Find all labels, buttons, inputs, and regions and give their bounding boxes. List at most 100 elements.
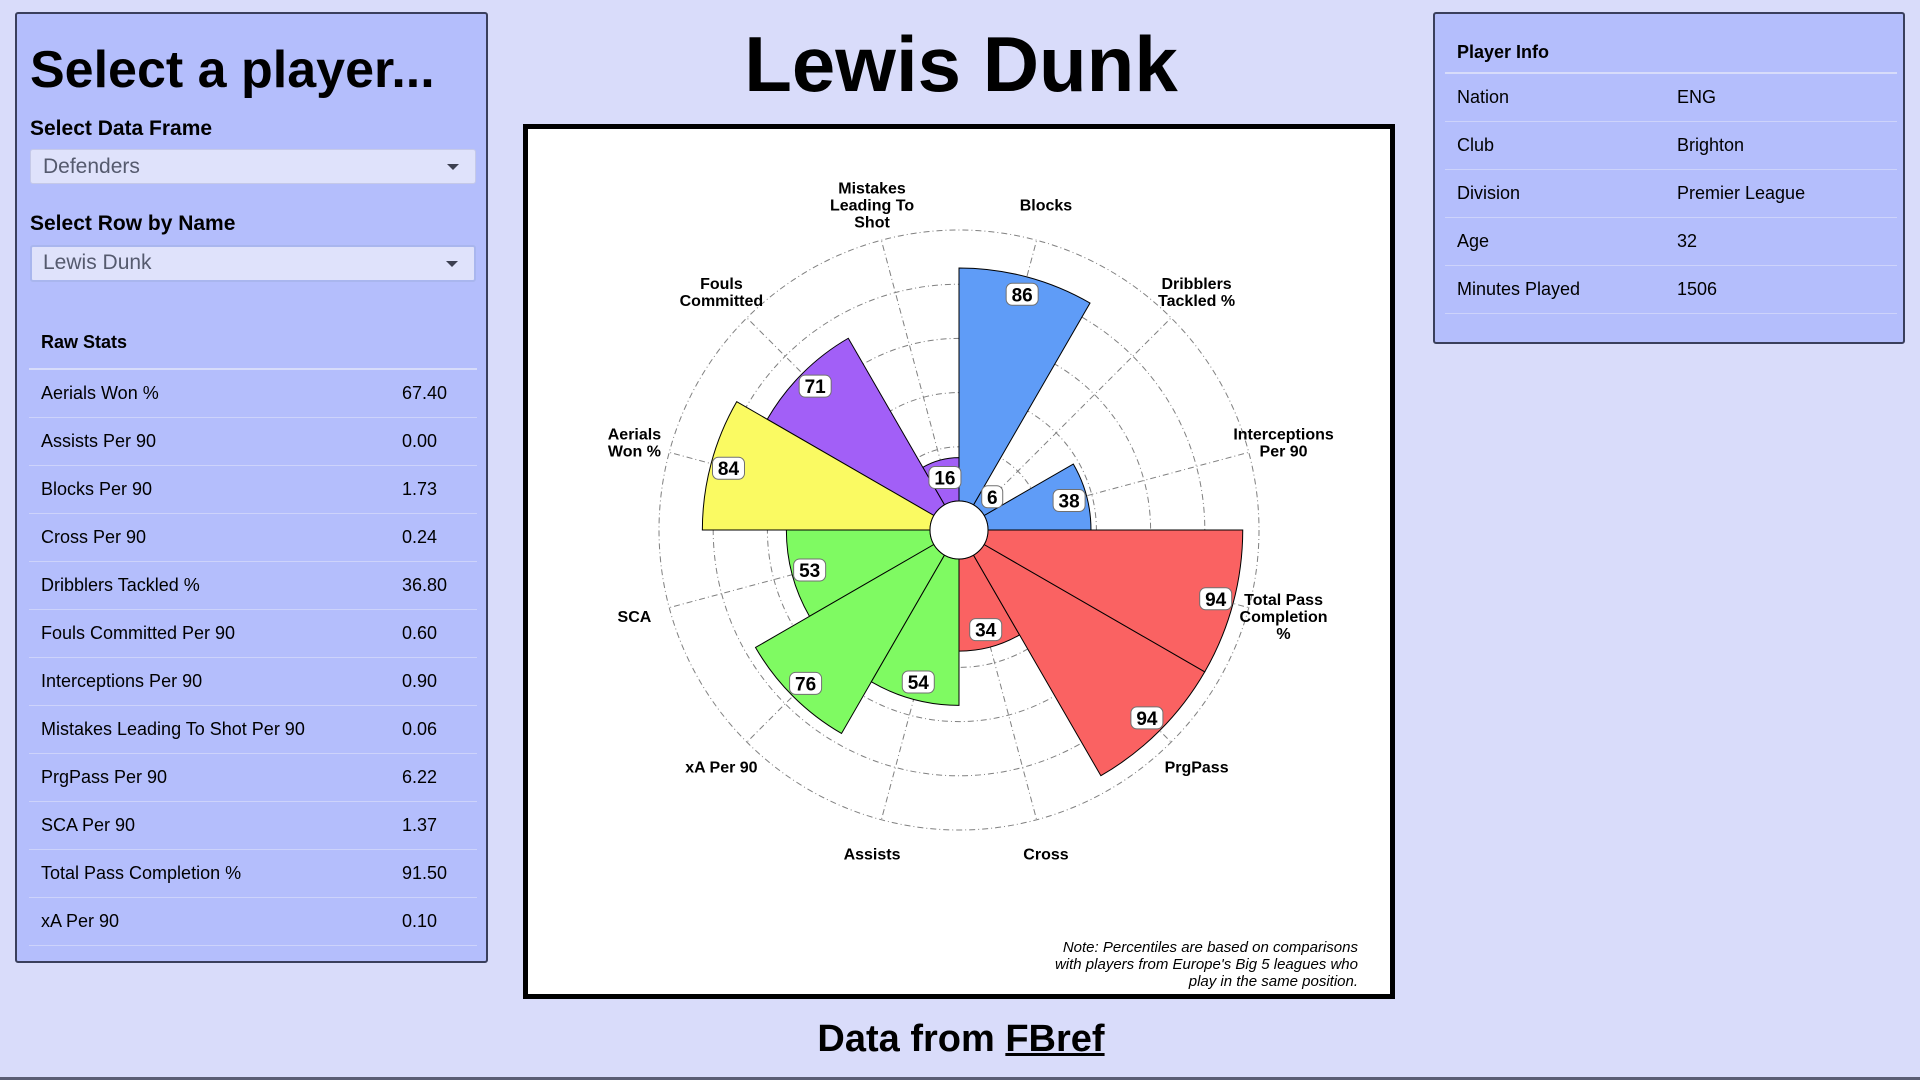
stat-value: 1.37 — [402, 815, 438, 835]
value-label: 86 — [1012, 285, 1033, 306]
category-label: xA Per 90 — [685, 760, 757, 777]
chevron-down-icon — [446, 261, 458, 267]
player-info-header: Player Info — [1445, 32, 1897, 74]
row-name-value: Lewis Dunk — [43, 251, 152, 274]
table-row: Age 32 — [1445, 218, 1897, 266]
category-label: Interceptions Per 90 — [1233, 427, 1334, 461]
chevron-down-icon — [447, 164, 459, 170]
stat-value: 1.73 — [402, 479, 438, 499]
table-row: Interceptions Per 90 0.90 — [29, 658, 477, 706]
pizza-chart: 38 6 86 16 71 84 53 76 54 34 94 94 Interceptions Per … — [523, 124, 1395, 999]
stat-value: 0.90 — [402, 671, 438, 691]
value-label-box — [969, 618, 1003, 642]
bottom-divider — [0, 1077, 1920, 1080]
category-label: Blocks — [1020, 197, 1073, 214]
info-value: 1506 — [1677, 279, 1718, 299]
info-key: Minutes Played — [1457, 279, 1581, 299]
info-value: 32 — [1677, 231, 1698, 251]
value-label-box — [711, 456, 745, 480]
value-label: 16 — [934, 468, 955, 489]
table-row: Aerials Won % 67.40 — [29, 370, 477, 418]
table-row: Fouls Committed Per 90 0.60 — [29, 610, 477, 658]
table-row: Blocks Per 90 1.73 — [29, 466, 477, 514]
info-key: Nation — [1457, 87, 1510, 107]
stat-name: Blocks Per 90 — [41, 479, 153, 499]
grid-spoke — [880, 240, 952, 503]
stat-value: 0.06 — [402, 719, 438, 739]
table-row: Total Pass Completion % 91.50 — [29, 850, 477, 898]
category-label: SCA — [618, 609, 652, 626]
table-row: Dribblers Tackled % 36.80 — [29, 562, 477, 610]
stat-value: 67.40 — [402, 383, 448, 403]
value-label-box — [789, 671, 823, 695]
table-row: SCA Per 90 1.37 — [29, 802, 477, 850]
category-label: Fouls Committed — [680, 276, 764, 310]
value-label-box — [793, 558, 827, 582]
grid-spoke — [979, 317, 1172, 510]
stat-name: SCA Per 90 — [41, 815, 136, 835]
value-label: 6 — [987, 488, 998, 509]
table-row: Mistakes Leading To Shot Per 90 0.06 — [29, 706, 477, 754]
center-hole — [929, 500, 989, 560]
stat-value: 0.00 — [402, 431, 438, 451]
info-value: ENG — [1677, 87, 1717, 107]
category-label: Cross — [1023, 847, 1068, 864]
category-label: Aerials Won % — [608, 427, 661, 461]
category-label: Dribblers Tackled % — [1158, 276, 1235, 310]
value-label: 34 — [975, 621, 997, 642]
stat-value: 0.10 — [402, 911, 438, 931]
value-label-box — [1005, 282, 1039, 306]
category-label: Mistakes Leading To Shot — [830, 180, 914, 231]
value-label-box — [901, 670, 935, 694]
row-name-label: Select Row by Name — [30, 212, 236, 235]
value-label: 53 — [799, 561, 820, 582]
value-label-box — [1130, 706, 1164, 730]
info-value: Brighton — [1677, 135, 1745, 155]
stat-value: 6.22 — [402, 767, 438, 787]
stat-name: Assists Per 90 — [41, 431, 157, 451]
stat-value: 0.24 — [402, 527, 438, 547]
stat-value: 91.50 — [402, 863, 448, 883]
table-row: Assists Per 90 0.00 — [29, 418, 477, 466]
value-label: 94 — [1136, 709, 1158, 730]
stat-name: Mistakes Leading To Shot Per 90 — [41, 719, 305, 739]
table-row: Club Brighton — [1445, 122, 1897, 170]
category-label: Assists — [844, 847, 901, 864]
value-label: 94 — [1205, 590, 1227, 611]
raw-stats-header: Raw Stats — [29, 316, 477, 370]
table-row: Cross Per 90 0.24 — [29, 514, 477, 562]
data-frame-value: Defenders — [43, 155, 140, 178]
info-key: Age — [1457, 231, 1490, 251]
fbref-link[interactable]: FBref — [1005, 1018, 1105, 1060]
footer-text: Data from — [817, 1018, 995, 1060]
data-frame-label: Select Data Frame — [30, 117, 213, 140]
table-row: PrgPass Per 90 6.22 — [29, 754, 477, 802]
stat-name: PrgPass Per 90 — [41, 767, 168, 787]
category-label: PrgPass — [1165, 760, 1229, 777]
value-label-box — [1199, 587, 1233, 611]
value-label-box — [1052, 488, 1086, 512]
stat-value: 0.60 — [402, 623, 438, 643]
table-row: Nation ENG — [1445, 74, 1897, 122]
table-row: Division Premier League — [1445, 170, 1897, 218]
row-name-select[interactable]: Lewis Dunk — [30, 245, 476, 282]
stat-name: Interceptions Per 90 — [41, 671, 203, 691]
value-label-box — [928, 465, 962, 489]
stat-name: Aerials Won % — [41, 383, 159, 403]
info-value: Premier League — [1677, 183, 1806, 203]
value-label-box — [798, 374, 832, 398]
value-label: 76 — [795, 674, 816, 695]
table-row: xA Per 90 0.10 — [29, 898, 477, 946]
value-label: 38 — [1059, 491, 1080, 512]
raw-stats-table: Raw Stats Aerials Won % 67.40 Assists Per… — [29, 316, 477, 946]
value-label-box — [981, 485, 1004, 509]
grid-circle — [658, 229, 1260, 831]
stat-name: Total Pass Completion % — [41, 863, 242, 883]
value-label: 71 — [805, 377, 827, 398]
footer: Data from FBref — [523, 1018, 1399, 1061]
selector-heading: Select a player... — [30, 41, 435, 99]
chart-note: Note: Percentiles are based on compariso… — [1055, 939, 1359, 990]
pizza-chart-svg: 38 6 86 16 71 84 53 76 54 34 94 94 Interceptions Per … — [608, 180, 1359, 990]
data-frame-select[interactable]: Defenders — [30, 149, 476, 184]
player-info-panel: Player Info Nation ENG Club Brighton Divis… — [1433, 12, 1905, 344]
